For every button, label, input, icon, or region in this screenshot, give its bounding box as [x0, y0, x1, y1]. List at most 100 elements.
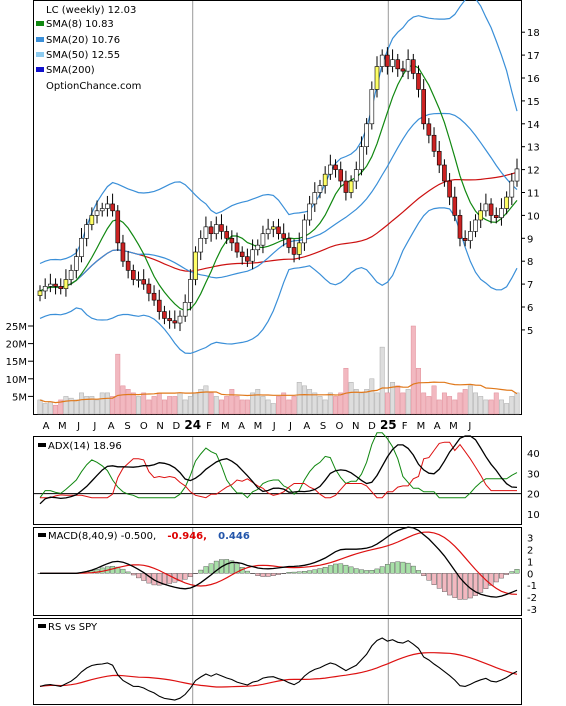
macd-histogram-bar	[276, 573, 281, 575]
volume-bar	[260, 396, 266, 415]
macd-histogram-bar	[364, 570, 370, 574]
candle-body	[493, 215, 499, 218]
candle-body	[488, 203, 494, 216]
volume-bar	[509, 396, 515, 415]
volume-bar	[229, 389, 235, 415]
macd-histogram-bar	[250, 573, 255, 574]
volume-tick-label: 10M	[6, 375, 27, 386]
candle-body	[343, 180, 349, 193]
candle-body	[478, 210, 484, 221]
volume-bar	[47, 401, 53, 415]
candle-body	[499, 208, 504, 218]
price-tick-label: 18	[527, 28, 540, 39]
candle-body	[68, 270, 74, 280]
macd-histogram-bar	[374, 568, 380, 574]
candle-body	[395, 59, 401, 70]
volume-bar	[410, 325, 416, 415]
volume-bar	[255, 389, 261, 415]
macd-histogram-bar	[198, 569, 204, 574]
candle-body	[348, 180, 354, 193]
volume-bar	[156, 392, 162, 415]
volume-bar	[405, 389, 411, 415]
volume-bar	[452, 399, 458, 415]
month-label: D	[368, 421, 376, 432]
volume-bar	[317, 396, 323, 415]
macd-histogram-bar	[426, 573, 432, 581]
candle-body	[239, 251, 245, 257]
candle-body	[333, 164, 338, 170]
candle-body	[426, 123, 432, 136]
macd-histogram-bar	[442, 573, 447, 592]
volume-bar	[416, 367, 421, 415]
candle-body	[322, 173, 328, 186]
month-label: M	[254, 421, 263, 432]
rs-line	[39, 637, 518, 701]
macd-histogram-bar	[379, 566, 385, 574]
candle-body	[271, 226, 276, 230]
candle-body	[198, 238, 204, 253]
macd-histogram-bar	[483, 573, 489, 589]
macd-histogram-bar	[317, 568, 323, 574]
volume-bar	[234, 396, 240, 415]
rs-panel-frame	[33, 618, 522, 705]
macd-tick-label: 0	[527, 569, 533, 580]
price-tick-label: 12	[527, 166, 540, 177]
volume-bar	[307, 389, 313, 415]
candle-body	[452, 196, 458, 216]
macd-histogram-bar	[447, 573, 452, 596]
macd-histogram-bar	[302, 571, 307, 574]
candle-body	[162, 311, 167, 319]
price-tick-label: 5	[527, 326, 533, 337]
macd-histogram-bar	[384, 564, 390, 574]
volume-bar	[42, 403, 48, 415]
volume-bar	[374, 392, 380, 415]
price-tick-label: 9	[527, 234, 533, 245]
volume-bar	[276, 396, 281, 415]
candle-body	[317, 185, 323, 193]
volume-bar	[348, 382, 354, 415]
candle-body	[400, 68, 406, 72]
volume-bar	[79, 392, 84, 415]
macd-histogram-bar	[162, 573, 167, 585]
price-tick-label: 7	[527, 280, 533, 291]
volume-bar	[441, 392, 447, 415]
candle-body	[509, 180, 515, 198]
month-label: A	[303, 421, 310, 432]
macd-histogram-bar	[400, 561, 406, 574]
volume-bar	[291, 396, 297, 415]
macd-histogram-bar	[338, 563, 344, 574]
candle-body	[84, 224, 89, 239]
macd-histogram-bar	[296, 571, 302, 574]
volume-bar	[457, 392, 463, 415]
candle-body	[224, 231, 229, 239]
grid-lines	[192, 1, 389, 704]
candle-body	[411, 59, 416, 74]
volume-bar	[104, 392, 110, 415]
macd-histogram-bar	[260, 573, 266, 577]
macd-tick-label: 2	[527, 545, 533, 556]
candle-body	[457, 215, 463, 239]
volume-bar	[400, 392, 406, 415]
macd-histogram-bar	[343, 564, 349, 574]
candle-body	[265, 228, 271, 235]
price-candles	[37, 47, 520, 332]
macd-label: MACD(8,40,9) -0.500, -0.946, 0.446	[48, 531, 250, 542]
volume-bar	[187, 396, 193, 415]
volume-bar	[198, 389, 204, 415]
candle-body	[172, 320, 178, 324]
macd-histogram-bar	[187, 573, 193, 577]
price-tick-label: 11	[527, 189, 540, 200]
candle-body	[353, 169, 359, 182]
macd-tick-label: 1	[527, 557, 533, 568]
macd-histogram-bar	[436, 573, 442, 589]
month-label: A	[434, 421, 441, 432]
volume-bar	[136, 396, 141, 415]
volume-bar	[177, 392, 183, 415]
month-label: M	[58, 421, 67, 432]
macd-histogram-bar	[359, 569, 364, 574]
macd-histogram-bar	[431, 573, 437, 585]
bollinger-bands	[39, 0, 518, 355]
month-label: J	[76, 421, 80, 432]
price-tick-label: 16	[527, 74, 540, 85]
volume-bar	[172, 396, 178, 415]
